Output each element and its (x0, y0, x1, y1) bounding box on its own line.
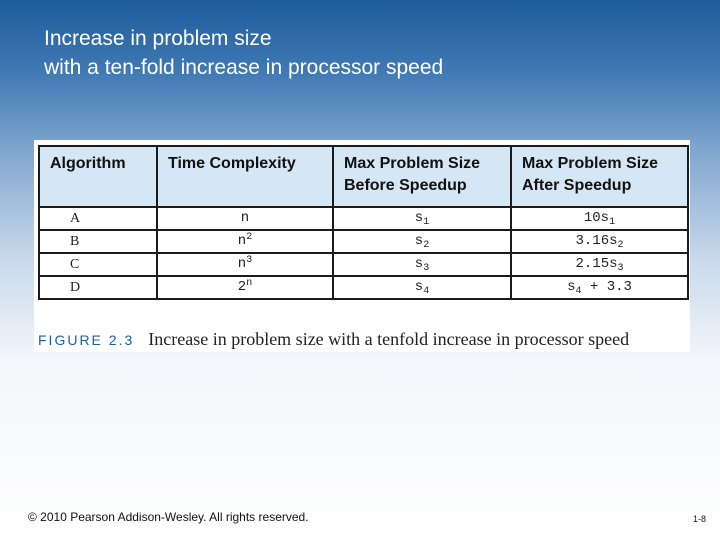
complexity-table: Algorithm Time Complexity Max Problem Si… (38, 145, 689, 300)
slide-title: Increase in problem size with a ten-fold… (44, 24, 443, 82)
header-after-speedup: Max Problem Size After Speedup (510, 145, 689, 208)
cell-algorithm: A (38, 206, 158, 231)
complexity-exponent: 3 (246, 255, 253, 266)
complexity-base: 2 (237, 279, 247, 295)
header-line: Max Problem Size (344, 155, 481, 172)
figure-label: FIGURE 2.3 (38, 332, 135, 348)
cell-before: s1 (332, 206, 512, 231)
cell-algorithm: C (38, 252, 158, 277)
slide-title-line-1: Increase in problem size (44, 27, 272, 50)
cell-complexity: 2n (156, 275, 334, 300)
page-number: 1-8 (692, 514, 706, 524)
figure: Algorithm Time Complexity Max Problem Si… (34, 140, 690, 352)
header-line: After Speedup (522, 177, 632, 194)
complexity-base: n (237, 233, 247, 249)
cell-algorithm: B (38, 229, 158, 254)
complexity-exponent: n (246, 278, 253, 289)
after-suffix: + 3.3 (581, 279, 632, 295)
copyright-notice: © 2010 Pearson Addison-Wesley. All right… (28, 510, 309, 524)
figure-caption-text: Increase in problem size with a tenfold … (148, 329, 630, 349)
table-row: A n s1 10s1 (38, 206, 689, 231)
after-subscript: 4 (575, 286, 582, 297)
cell-complexity: n3 (156, 252, 334, 277)
cell-complexity: n2 (156, 229, 334, 254)
table-row: D 2n s4 s4 + 3.3 (38, 275, 689, 300)
complexity-base: n (240, 210, 250, 226)
cell-before: s4 (332, 275, 512, 300)
header-algorithm: Algorithm (38, 145, 158, 208)
after-subscript: 2 (617, 240, 624, 251)
before-subscript: 1 (423, 217, 430, 228)
header-line: Algorithm (50, 155, 126, 172)
slide-title-line-2: with a ten-fold increase in processor sp… (44, 56, 444, 79)
before-subscript: 4 (423, 286, 430, 297)
cell-after: 3.16s2 (510, 229, 689, 254)
after-subscript: 3 (617, 263, 624, 274)
before-subscript: 2 (423, 240, 430, 251)
header-line: Before Speedup (344, 177, 467, 194)
header-time-complexity: Time Complexity (156, 145, 334, 208)
cell-before: s2 (332, 229, 512, 254)
after-base: 3.16s (575, 233, 618, 249)
before-base: s (414, 279, 424, 295)
table-row: B n2 s2 3.16s2 (38, 229, 689, 254)
cell-after: 2.15s3 (510, 252, 689, 277)
table-row: C n3 s3 2.15s3 (38, 252, 689, 277)
complexity-exponent: 2 (246, 232, 253, 243)
header-before-speedup: Max Problem Size Before Speedup (332, 145, 512, 208)
before-base: s (414, 210, 424, 226)
cell-algorithm: D (38, 275, 158, 300)
after-base: 2.15s (575, 256, 618, 272)
after-subscript: 1 (609, 217, 616, 228)
complexity-base: n (237, 256, 247, 272)
table-header-row: Algorithm Time Complexity Max Problem Si… (38, 145, 689, 208)
cell-complexity: n (156, 206, 334, 231)
before-base: s (414, 233, 424, 249)
before-subscript: 3 (423, 263, 430, 274)
figure-caption: FIGURE 2.3 Increase in problem size with … (38, 329, 688, 350)
cell-after: 10s1 (510, 206, 689, 231)
after-base: 10s (583, 210, 610, 226)
before-base: s (414, 256, 424, 272)
after-base: s (567, 279, 576, 295)
header-line: Max Problem Size (522, 155, 659, 172)
cell-before: s3 (332, 252, 512, 277)
header-line: Time Complexity (168, 155, 296, 172)
cell-after: s4 + 3.3 (510, 275, 689, 300)
